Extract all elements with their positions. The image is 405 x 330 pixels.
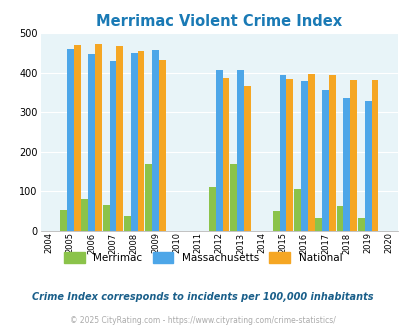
Text: Crime Index corresponds to incidents per 100,000 inhabitants: Crime Index corresponds to incidents per… — [32, 292, 373, 302]
Bar — [286, 79, 292, 231]
Bar — [88, 53, 95, 231]
Bar — [74, 45, 80, 231]
Bar — [300, 81, 307, 231]
Bar — [81, 199, 88, 231]
Bar — [124, 216, 130, 231]
Bar — [322, 90, 328, 231]
Bar — [116, 47, 123, 231]
Bar — [137, 51, 144, 231]
Bar — [102, 205, 109, 231]
Bar — [293, 189, 300, 231]
Bar — [215, 70, 222, 231]
Bar — [272, 211, 279, 231]
Bar — [95, 44, 102, 231]
Legend: Merrimac, Massachusetts, National: Merrimac, Massachusetts, National — [60, 248, 345, 267]
Bar — [237, 70, 243, 231]
Bar — [60, 211, 67, 231]
Bar — [67, 49, 74, 231]
Bar — [343, 98, 350, 231]
Bar — [243, 86, 250, 231]
Bar — [307, 74, 314, 231]
Bar — [109, 61, 116, 231]
Bar — [151, 50, 158, 231]
Bar — [279, 75, 286, 231]
Text: © 2025 CityRating.com - https://www.cityrating.com/crime-statistics/: © 2025 CityRating.com - https://www.city… — [70, 316, 335, 325]
Bar — [130, 53, 137, 231]
Bar — [315, 218, 322, 231]
Bar — [336, 207, 343, 231]
Bar — [371, 80, 377, 231]
Bar — [350, 80, 356, 231]
Bar — [209, 187, 215, 231]
Title: Merrimac Violent Crime Index: Merrimac Violent Crime Index — [96, 14, 341, 29]
Bar — [230, 164, 237, 231]
Bar — [364, 101, 371, 231]
Bar — [357, 218, 364, 231]
Bar — [328, 75, 335, 231]
Bar — [145, 164, 151, 231]
Bar — [158, 60, 165, 231]
Bar — [222, 78, 229, 231]
